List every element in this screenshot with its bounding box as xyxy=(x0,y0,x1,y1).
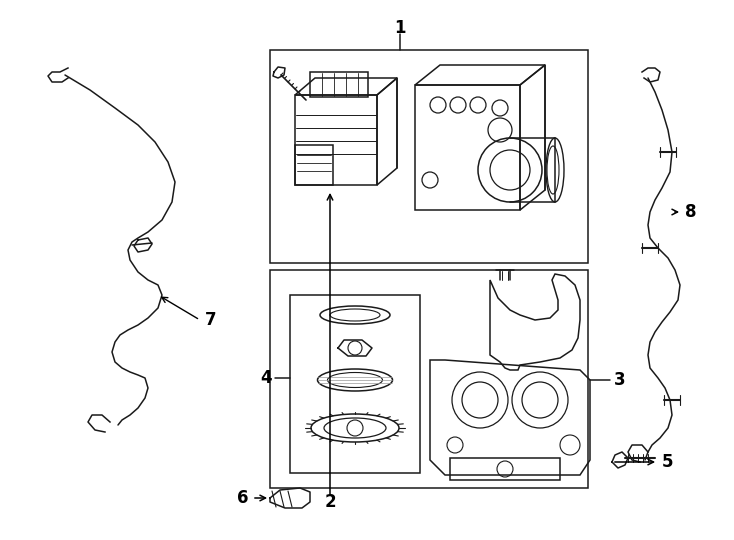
Text: 3: 3 xyxy=(614,371,625,389)
Text: 7: 7 xyxy=(205,311,217,329)
Bar xyxy=(270,270,588,488)
Text: 1: 1 xyxy=(394,19,406,37)
Text: 2: 2 xyxy=(324,493,336,511)
Bar xyxy=(295,95,377,185)
Text: 4: 4 xyxy=(261,369,272,387)
Bar xyxy=(450,458,560,480)
Bar xyxy=(290,295,420,473)
Bar xyxy=(415,85,520,210)
Text: 6: 6 xyxy=(236,489,248,507)
Bar xyxy=(295,145,333,185)
Bar xyxy=(310,72,368,97)
Text: 5: 5 xyxy=(662,453,674,471)
Text: 8: 8 xyxy=(685,203,697,221)
Bar xyxy=(270,50,588,263)
